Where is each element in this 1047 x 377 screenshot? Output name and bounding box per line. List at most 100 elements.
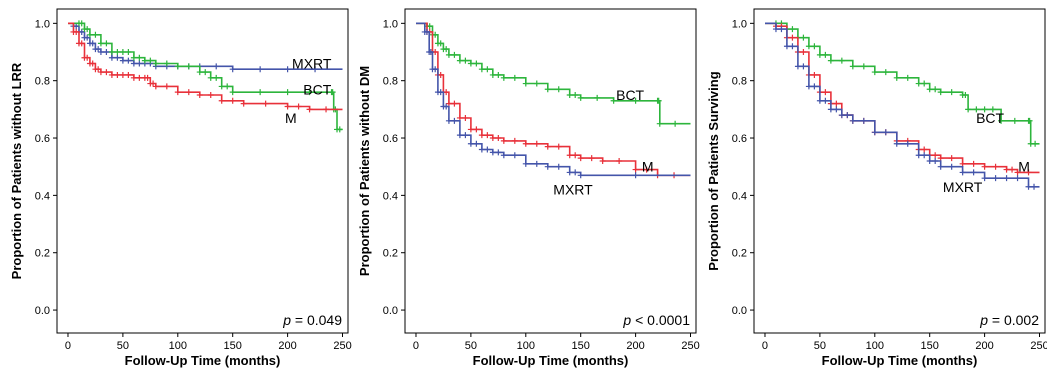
y-tick-label: 0.8 xyxy=(35,76,50,88)
p-value-text: = 0.002 xyxy=(988,312,1039,328)
censor-mark xyxy=(511,152,518,159)
censor-mark xyxy=(213,63,220,70)
censor-mark xyxy=(295,103,302,110)
censor-mark xyxy=(655,97,662,104)
x-tick-label: 0 xyxy=(762,340,768,352)
censor-mark xyxy=(78,20,85,27)
censor-mark xyxy=(136,54,143,61)
censor-mark xyxy=(136,60,143,67)
censor-mark xyxy=(948,89,955,96)
censor-mark xyxy=(306,89,313,96)
censor-mark xyxy=(224,83,231,90)
censor-mark xyxy=(84,54,91,61)
censor-mark xyxy=(577,155,584,162)
censor-mark xyxy=(610,97,617,104)
y-tick-label: 0.0 xyxy=(383,305,398,317)
censor-mark xyxy=(467,126,474,133)
censor-mark xyxy=(522,160,529,167)
censor-mark xyxy=(1014,169,1021,176)
censor-mark xyxy=(932,86,939,93)
curve-label-bct: BCT xyxy=(303,81,331,97)
censor-mark xyxy=(95,66,102,73)
censor-mark xyxy=(196,92,203,99)
x-tick-label: 100 xyxy=(866,340,884,352)
censor-mark xyxy=(473,60,480,67)
censor-mark xyxy=(926,157,933,164)
censor-mark xyxy=(97,69,104,76)
series-mxrt xyxy=(765,22,1040,190)
censor-mark xyxy=(84,26,91,33)
censor-mark xyxy=(284,89,291,96)
x-tick-label: 50 xyxy=(117,340,129,352)
censor-mark xyxy=(893,74,900,81)
censor-mark xyxy=(1026,117,1033,124)
censor-mark xyxy=(778,26,785,33)
censor-mark xyxy=(959,160,966,167)
y-tick-label: 0.8 xyxy=(383,76,398,88)
censor-mark xyxy=(329,89,336,96)
censor-mark xyxy=(467,140,474,147)
series-bct xyxy=(68,20,343,133)
censor-mark xyxy=(937,163,944,170)
y-tick-label: 0.6 xyxy=(732,133,747,145)
censor-mark xyxy=(849,63,856,70)
censor-mark xyxy=(937,89,944,96)
censor-mark xyxy=(97,40,104,47)
x-tick-label: 0 xyxy=(65,340,71,352)
censor-mark xyxy=(147,57,154,64)
censor-mark xyxy=(822,97,829,104)
censor-mark xyxy=(114,54,121,61)
censor-mark xyxy=(218,97,225,104)
p-value-label: p < 0.0001 xyxy=(622,312,690,328)
censor-mark xyxy=(207,74,214,81)
censor-mark xyxy=(484,146,491,153)
curve-label-m: M xyxy=(1018,159,1030,175)
censor-mark xyxy=(284,66,291,73)
censor-mark xyxy=(89,60,96,67)
censor-mark xyxy=(816,51,823,58)
censor-mark xyxy=(500,152,507,159)
censor-mark xyxy=(462,114,469,121)
x-axis-title: Follow-Up Time (months) xyxy=(473,353,629,368)
y-tick-label: 0.4 xyxy=(732,190,747,202)
curve-label-bct: BCT xyxy=(616,87,644,103)
censor-mark xyxy=(533,140,540,147)
censor-mark xyxy=(125,57,132,64)
censor-mark xyxy=(572,152,579,159)
censor-mark xyxy=(114,71,121,78)
censor-mark xyxy=(136,74,143,81)
censor-mark xyxy=(599,157,606,164)
censor-mark xyxy=(989,106,996,113)
series-m xyxy=(68,22,343,113)
censor-mark xyxy=(511,137,518,144)
censor-mark xyxy=(495,71,502,78)
censor-mark xyxy=(467,60,474,67)
censor-mark xyxy=(1003,175,1010,182)
censor-mark xyxy=(141,57,148,64)
censor-mark xyxy=(284,103,291,110)
y-tick-label: 1.0 xyxy=(35,18,50,30)
series-mxrt xyxy=(416,22,691,179)
censor-mark xyxy=(643,166,650,173)
censor-mark xyxy=(443,103,450,110)
censor-mark xyxy=(932,157,939,164)
censor-mark xyxy=(1009,166,1016,173)
x-tick-label: 250 xyxy=(1030,340,1047,352)
y-tick-label: 0.6 xyxy=(383,133,398,145)
x-tick-label: 0 xyxy=(413,340,419,352)
censor-mark xyxy=(962,92,969,99)
curve-label-mxrt: MXRT xyxy=(292,55,332,71)
censor-mark xyxy=(970,169,977,176)
censor-mark xyxy=(437,40,444,47)
censor-mark xyxy=(522,80,529,87)
censor-mark xyxy=(86,31,93,38)
censor-mark xyxy=(489,135,496,142)
censor-mark xyxy=(1025,169,1032,176)
censor-mark xyxy=(451,117,458,124)
y-tick-label: 0.8 xyxy=(732,76,747,88)
censor-mark xyxy=(632,97,639,104)
y-tick-label: 0.6 xyxy=(35,133,50,145)
x-axis-title: Follow-Up Time (months) xyxy=(125,353,281,368)
censor-mark xyxy=(478,146,485,153)
censor-mark xyxy=(445,100,452,107)
